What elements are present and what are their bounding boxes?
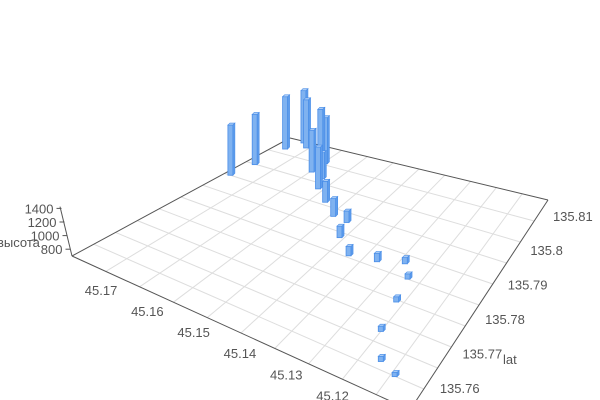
z-tick-label: 1400 <box>25 201 54 216</box>
z-axis-label: высота <box>0 235 41 250</box>
x-axis-line <box>71 255 390 400</box>
y-tick-label: 135.76 <box>440 381 480 396</box>
gridline <box>342 187 497 380</box>
bar-front <box>251 114 258 166</box>
z-tick-label: 800 <box>41 242 63 257</box>
bar-front <box>401 257 408 265</box>
bar-front <box>343 210 350 223</box>
bar-side <box>320 144 323 190</box>
x-tick-label: 45.13 <box>270 367 303 382</box>
z-axis-line <box>59 206 73 257</box>
bar-side <box>379 250 382 263</box>
x-tick-label: 45.14 <box>224 346 257 361</box>
gridline <box>274 174 446 349</box>
z-tick-label: 1000 <box>31 229 60 244</box>
gridline <box>308 181 471 365</box>
bar <box>251 111 260 166</box>
gridline <box>375 193 523 395</box>
y-axis-line <box>415 199 549 400</box>
bar-front <box>345 246 352 257</box>
bar-front <box>315 146 321 190</box>
bar-front <box>322 180 329 203</box>
bar-front <box>377 355 384 362</box>
y-axis-label: lat <box>503 352 517 367</box>
bar-side <box>396 369 400 378</box>
bar <box>308 127 317 173</box>
gridline <box>268 149 535 222</box>
axis-line-back <box>289 137 549 201</box>
bar <box>391 369 400 378</box>
bar-front <box>282 96 289 150</box>
bar <box>329 195 339 218</box>
bar <box>377 353 387 363</box>
gridline <box>246 161 521 243</box>
bar-side <box>406 254 410 265</box>
y-tick-label: 135.78 <box>485 312 525 327</box>
gridline <box>202 184 493 285</box>
bar-side <box>409 271 413 280</box>
bar-front <box>393 296 400 303</box>
y-tick-label: 135.79 <box>508 278 548 293</box>
bar <box>377 323 386 333</box>
bar-side <box>327 114 330 165</box>
x-tick-label: 45.16 <box>131 304 164 319</box>
bar <box>401 254 411 265</box>
x-tick-label: 45.17 <box>85 283 118 298</box>
bar <box>281 94 291 150</box>
y-tick-label: 135.8 <box>530 243 563 258</box>
bar-side <box>341 223 345 239</box>
bar <box>343 208 352 224</box>
gridline <box>180 196 480 306</box>
x-tick-label: 45.15 <box>177 325 210 340</box>
bar-side <box>350 243 354 257</box>
bars <box>227 87 413 378</box>
bar <box>345 243 354 257</box>
bar <box>392 294 402 303</box>
tick-labels: 45.17 45.16 45.15 45.14 45.13 45.12 135.… <box>0 201 593 400</box>
bar <box>314 144 324 190</box>
y-tick-label: 135.77 <box>462 346 502 361</box>
bar-side <box>287 94 290 150</box>
bar <box>336 223 345 239</box>
bar-side <box>382 323 386 333</box>
bar-side <box>335 195 339 218</box>
floor-grid <box>93 143 535 395</box>
bar-side <box>327 178 330 203</box>
bar-side <box>348 208 352 224</box>
bar <box>321 178 331 203</box>
z-tick-label: 1200 <box>28 215 57 230</box>
bar <box>227 122 236 176</box>
bar <box>404 271 413 280</box>
bar-front <box>336 225 343 239</box>
bar-front <box>227 124 234 176</box>
bar-front <box>391 372 398 378</box>
x-tick-label: 45.12 <box>316 388 349 400</box>
bar-side <box>232 122 236 176</box>
bar-side <box>324 149 327 180</box>
bar-front <box>308 129 315 173</box>
bar-front <box>373 252 380 263</box>
bar-front <box>330 198 337 217</box>
bar-front <box>303 99 309 149</box>
bar-side <box>382 353 386 363</box>
y-tick-label: 135.81 <box>553 209 593 224</box>
bar-front <box>377 325 384 332</box>
bar-side <box>256 111 260 166</box>
bar-front <box>404 273 411 280</box>
bar <box>373 250 383 263</box>
bar-side <box>398 294 401 303</box>
gridline <box>224 172 507 264</box>
